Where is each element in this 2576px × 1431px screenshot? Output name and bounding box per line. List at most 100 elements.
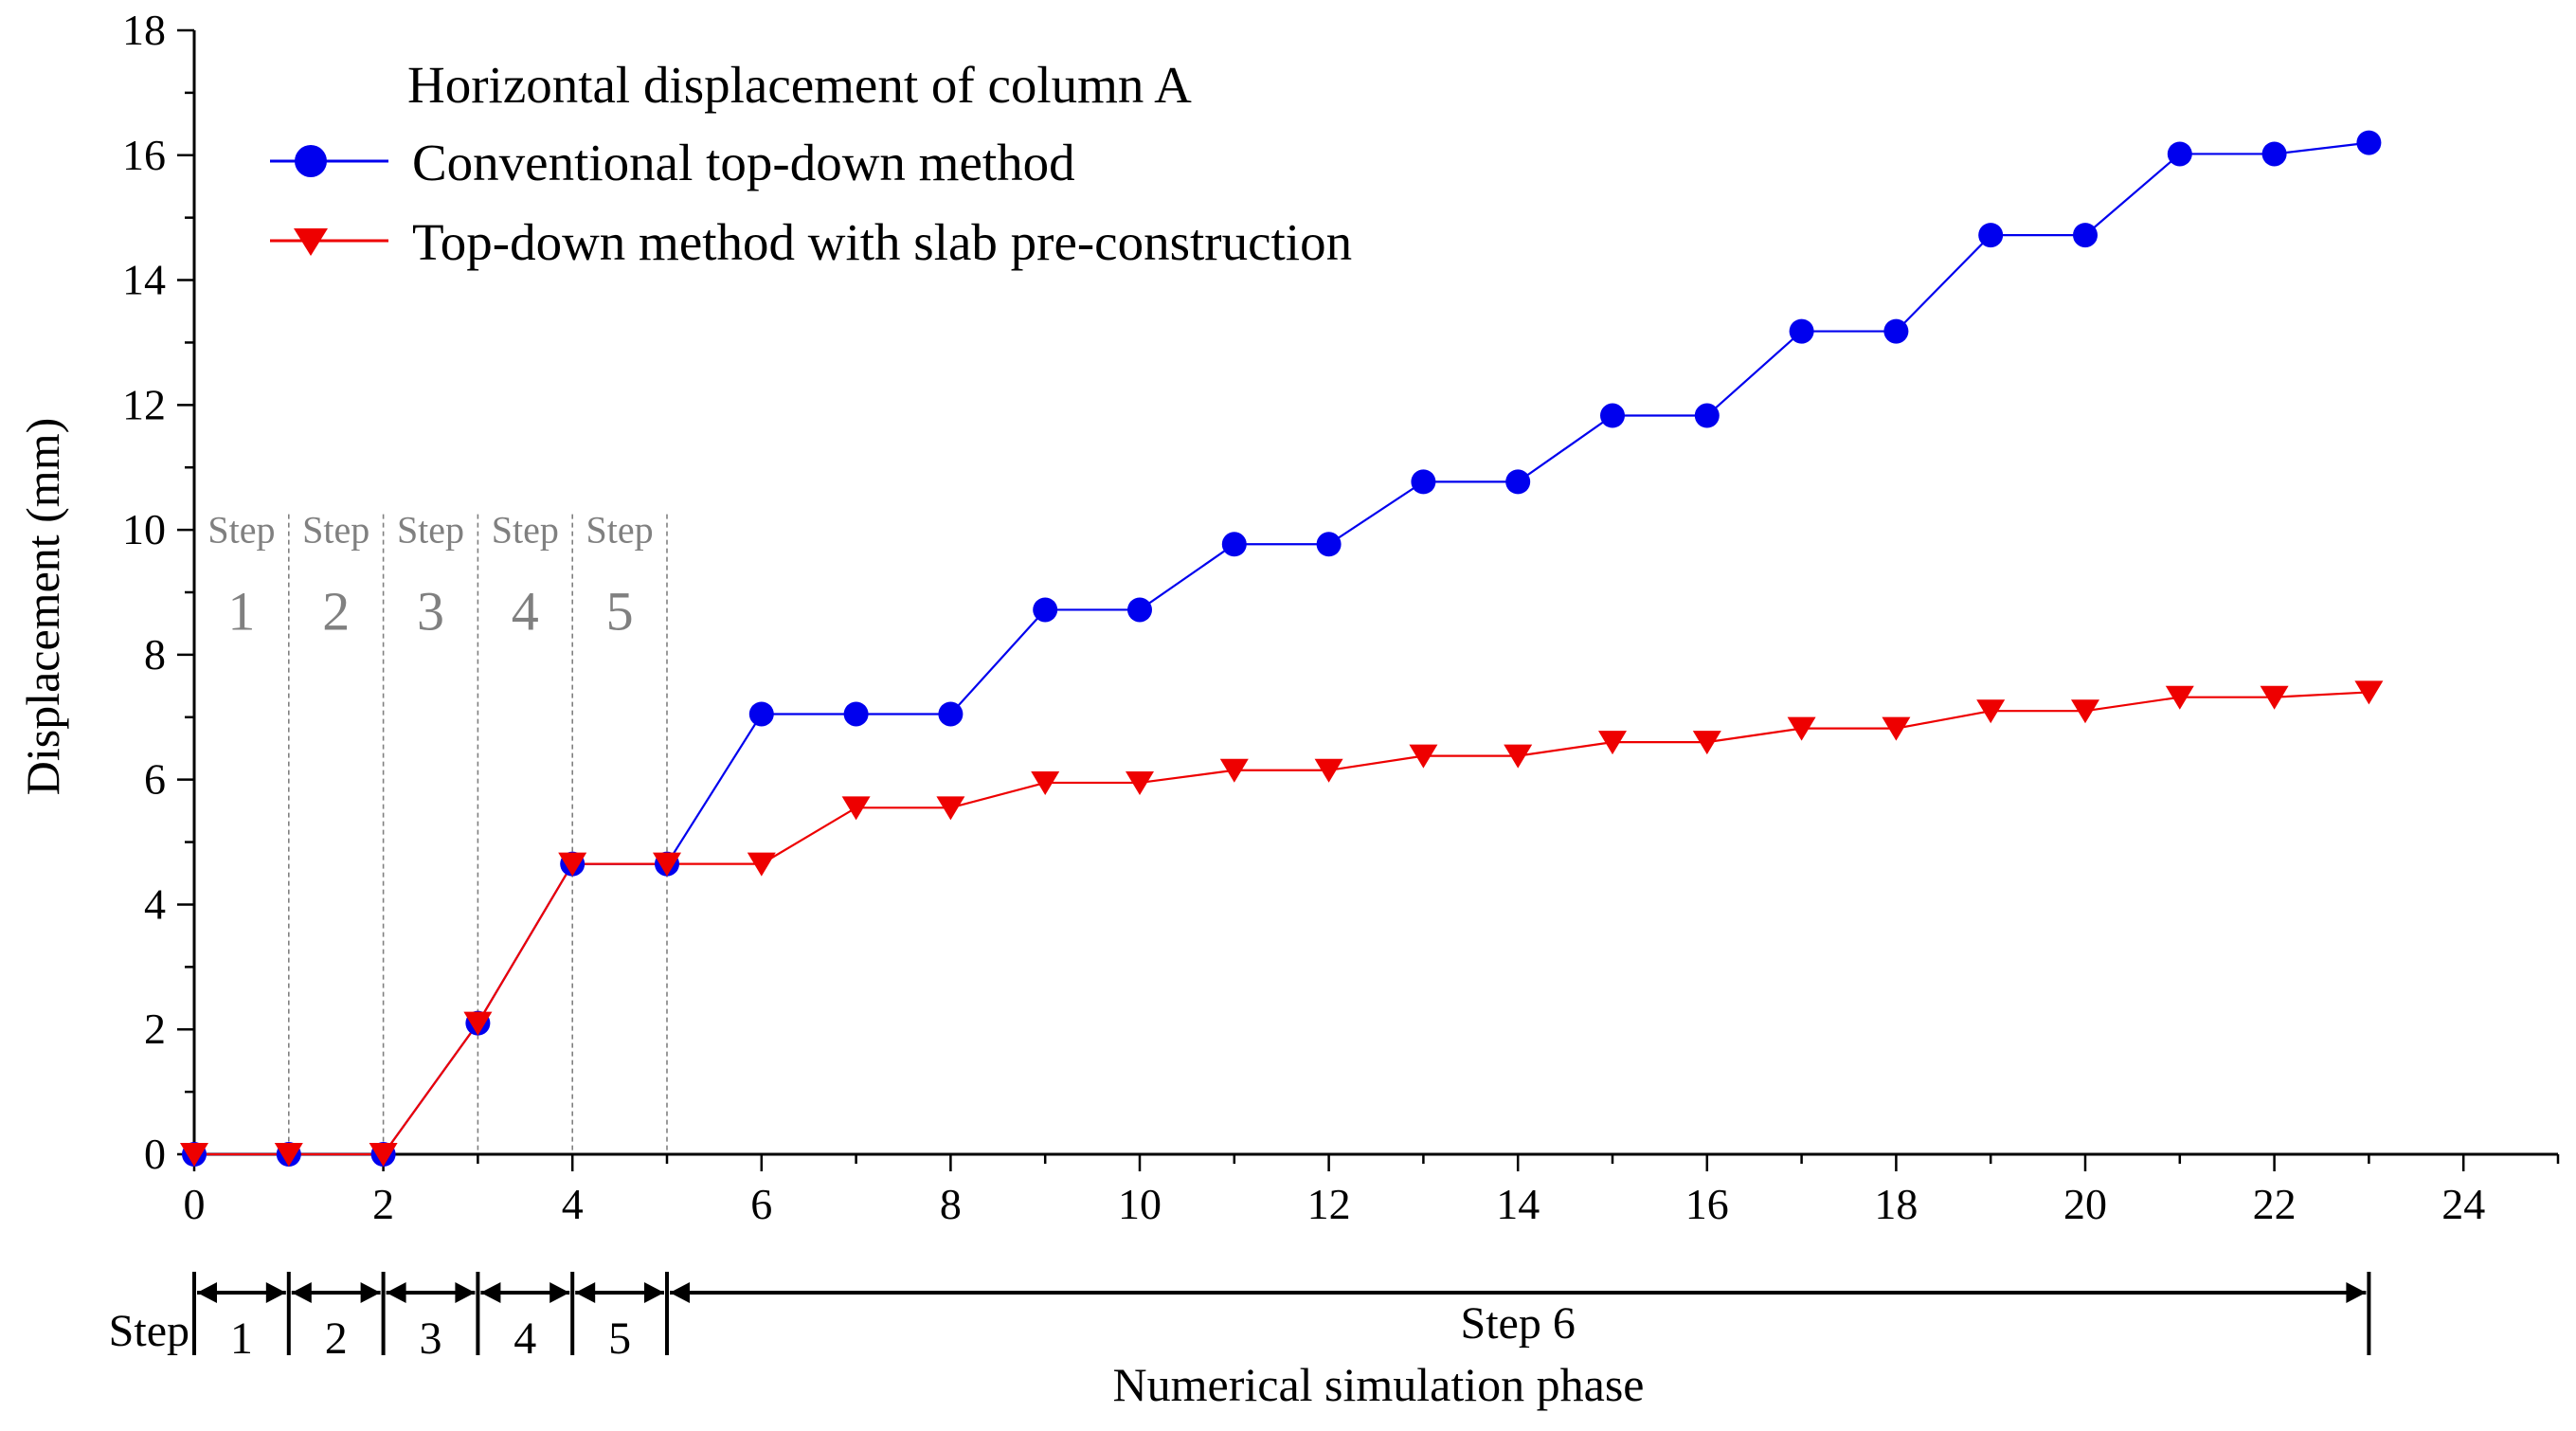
y-axis-ticks: 0 2 4 6 8 10 12 14 16 18 — [122, 6, 194, 1178]
legend-marker-conventional — [295, 145, 327, 177]
step-bracket-text: 2 — [325, 1313, 348, 1364]
step-bracket-text: Step 6 — [1461, 1298, 1576, 1349]
data-point-conventional — [1221, 532, 1247, 557]
x-tick-label: 12 — [1307, 1180, 1351, 1228]
data-point-slab — [1692, 731, 1721, 755]
x-axis-ticks: 0 2 4 6 8 10 12 14 16 18 20 22 24 — [184, 1154, 2560, 1228]
data-point-slab — [558, 852, 587, 877]
step-region-number: 5 — [606, 581, 634, 643]
data-point-conventional — [1505, 469, 1531, 495]
arrow-head-left — [575, 1282, 596, 1303]
y-tick-label: 12 — [122, 380, 166, 428]
data-point-conventional — [938, 701, 964, 727]
step-bracket-text: 4 — [513, 1313, 536, 1364]
step-region-word: Step — [492, 508, 559, 551]
data-point-slab — [1976, 699, 2006, 724]
series-markers — [180, 130, 2384, 1167]
data-point-slab — [1219, 758, 1249, 783]
step-divider-lines — [287, 514, 668, 1154]
legend-label-conventional: Conventional top-down method — [412, 134, 1075, 191]
data-point-conventional — [1883, 318, 1909, 344]
data-point-slab — [1598, 731, 1627, 755]
x-tick-label: 20 — [2063, 1180, 2107, 1228]
series-line-slab — [194, 691, 2369, 1156]
x-tick-label: 10 — [1118, 1180, 1162, 1228]
step-bracket-text: 3 — [420, 1313, 442, 1364]
y-axis-title: Displacement (mm) — [16, 418, 69, 796]
data-point-slab — [841, 796, 871, 821]
data-point-conventional — [2261, 141, 2287, 167]
x-tick-label: 16 — [1685, 1180, 1729, 1228]
data-point-conventional — [1789, 318, 1814, 344]
data-point-slab — [1314, 758, 1343, 783]
x-tick-label: 14 — [1496, 1180, 1540, 1228]
data-point-slab — [274, 1143, 303, 1167]
series-lines — [194, 141, 2369, 1156]
y-tick-label: 18 — [122, 6, 166, 54]
step-bracket-label: Step — [109, 1306, 189, 1356]
x-tick-label: 4 — [562, 1180, 584, 1228]
data-point-conventional — [2167, 141, 2192, 167]
step-region-word: Step — [302, 508, 369, 551]
data-point-conventional — [748, 701, 774, 727]
data-point-conventional — [1411, 469, 1436, 495]
legend-marker-slab — [294, 228, 328, 256]
data-point-slab — [2071, 699, 2099, 724]
x-tick-label: 6 — [750, 1180, 772, 1228]
step-region-labels: Step 1 Step 2 Step 3 Step 4 Step 5 — [207, 508, 653, 642]
step-region-number: 4 — [512, 581, 539, 643]
x-tick-label: 2 — [372, 1180, 394, 1228]
x-axis-title: Numerical simulation phase — [1113, 1358, 1645, 1411]
data-point-conventional — [843, 701, 869, 727]
data-point-slab — [1126, 770, 1154, 795]
data-point-slab — [2260, 685, 2289, 710]
arrow-head-left — [386, 1282, 406, 1303]
step-region-word: Step — [397, 508, 464, 551]
step-region-word: Step — [586, 508, 654, 551]
data-point-slab — [1882, 716, 1911, 741]
data-point-conventional — [1978, 223, 2004, 248]
data-point-conventional — [2356, 130, 2382, 155]
arrow-head-right — [265, 1282, 286, 1303]
data-point-slab — [1504, 744, 1533, 769]
step-region-number: 1 — [227, 581, 255, 643]
plot-axes — [192, 30, 2558, 1156]
data-point-slab — [1787, 716, 1816, 741]
data-point-slab — [1409, 744, 1438, 769]
data-point-conventional — [1694, 403, 1720, 428]
step-region-number: 3 — [417, 581, 444, 643]
x-tick-label: 8 — [940, 1180, 962, 1228]
legend: Horizontal displacement of column A Conv… — [270, 56, 1352, 271]
data-point-slab — [1031, 770, 1060, 795]
step-region-number: 2 — [322, 581, 350, 643]
arrow-head-left — [197, 1282, 217, 1303]
step-region-word: Step — [207, 508, 275, 551]
y-tick-label: 6 — [144, 755, 166, 804]
data-point-slab — [653, 852, 681, 877]
data-point-slab — [463, 1011, 493, 1036]
arrow-head-right — [2346, 1282, 2367, 1303]
y-tick-label: 16 — [122, 131, 166, 179]
data-point-conventional — [1033, 597, 1058, 623]
y-tick-label: 10 — [122, 505, 166, 553]
series-line-conventional — [194, 141, 2369, 1156]
arrow-head-right — [549, 1282, 570, 1303]
arrow-head-right — [360, 1282, 381, 1303]
axis-frame — [192, 30, 2558, 1156]
y-tick-label: 4 — [144, 879, 166, 928]
data-point-slab — [369, 1143, 398, 1167]
data-point-conventional — [1127, 597, 1152, 623]
arrow-head-left — [291, 1282, 312, 1303]
y-tick-label: 14 — [122, 256, 166, 304]
step-bracket-text: 5 — [608, 1313, 631, 1364]
x-tick-label: 24 — [2441, 1180, 2485, 1228]
data-point-conventional — [2073, 223, 2098, 248]
arrow-head-right — [455, 1282, 476, 1303]
legend-label-slab: Top-down method with slab pre-constructi… — [412, 213, 1352, 271]
data-point-conventional — [1316, 532, 1342, 557]
data-point-slab — [2354, 680, 2384, 705]
data-point-slab — [180, 1143, 208, 1167]
arrow-head-left — [480, 1282, 501, 1303]
arrow-head-right — [644, 1282, 664, 1303]
